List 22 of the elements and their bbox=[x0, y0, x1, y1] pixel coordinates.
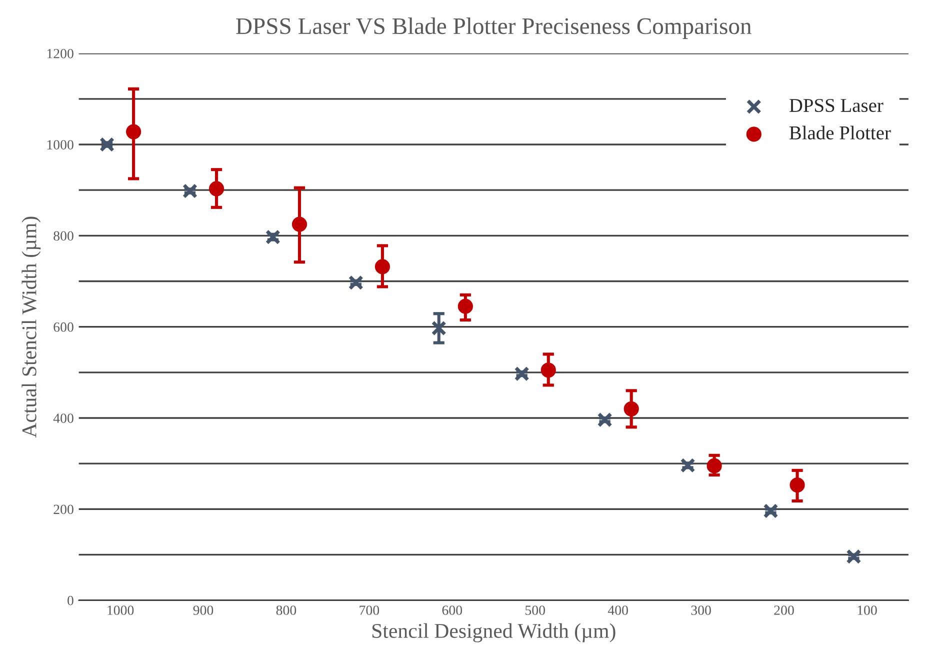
x-tick-label: 900 bbox=[193, 606, 214, 615]
x-tick-label: 300 bbox=[691, 606, 711, 615]
x-tick-label: 600 bbox=[442, 606, 462, 615]
y-tick-label: 400 bbox=[53, 414, 74, 423]
y-tick-label: 1200 bbox=[47, 48, 74, 58]
x-tick-label: 1000 bbox=[108, 606, 134, 615]
x-axis-title: Stencil Designed Width (µm) bbox=[372, 623, 616, 642]
chart-title: DPSS Laser VS Blade Plotter Preciseness Comparison bbox=[236, 18, 752, 39]
y-tick-label: 200 bbox=[54, 504, 74, 514]
y-tick-label: 1000 bbox=[47, 140, 74, 150]
legend-label: DPSS Laser bbox=[789, 98, 884, 112]
y-tick-label: 600 bbox=[54, 322, 74, 332]
x-tick-label: 800 bbox=[276, 606, 296, 615]
y-tick-label: 800 bbox=[54, 231, 74, 241]
x-tick-label: 500 bbox=[526, 606, 545, 615]
legend-label: Blade Plotter bbox=[789, 126, 891, 140]
x-tick-label: 700 bbox=[360, 606, 380, 615]
y-tick-label: 0 bbox=[68, 596, 74, 606]
x-tick-label: 200 bbox=[774, 606, 794, 615]
y-axis-title: Actual Stencil Width (µm) bbox=[22, 216, 41, 438]
x-tick-label: 400 bbox=[608, 606, 628, 615]
x-tick-label: 100 bbox=[858, 606, 877, 615]
